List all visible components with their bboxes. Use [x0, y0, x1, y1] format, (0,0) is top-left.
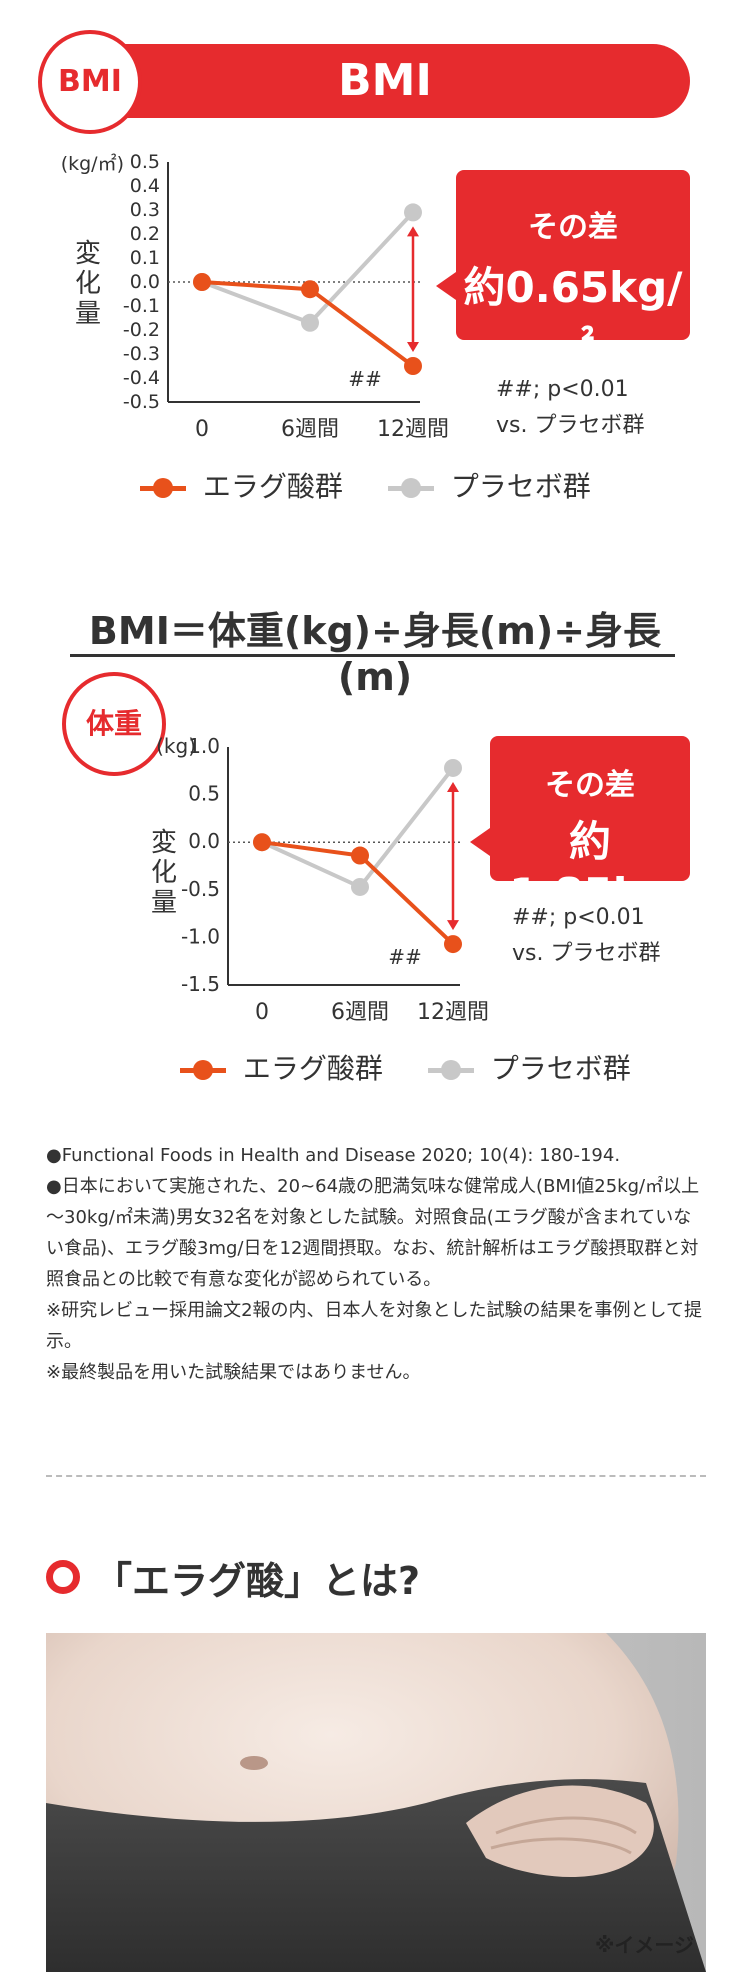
bmi-callout-arrow [436, 272, 456, 300]
bmi-x-tick: 6週間 [281, 417, 339, 442]
placebo-legend-marker-2 [427, 1059, 474, 1080]
bmi-y-unit: (kg/㎡) [61, 152, 124, 175]
ellagic-legend-label-2: エラグ酸群 [242, 1052, 383, 1085]
bmi-significance-mark: ## [348, 367, 382, 391]
placebo-legend-label: プラセボ群 [450, 470, 591, 503]
bmi-legend: エラグ酸群 プラセボ群 [140, 465, 591, 505]
bmi-y-label-char: 変 [75, 239, 101, 269]
weight-y-tick: 0.5 [188, 782, 220, 806]
weight-note-line1: ##; p<0.01 [512, 905, 645, 930]
photo-caption: ※イメージ [594, 1933, 694, 1957]
weight-x-tick: 0 [255, 1000, 269, 1025]
bmi-point-placebo [404, 203, 422, 222]
weight-callout-label: その差 [545, 768, 635, 803]
bmi-header-title: BMI [338, 55, 432, 106]
bmi-arrow-head-down [407, 342, 419, 352]
bmi-chart: 0.50.40.30.20.10.0-0.1-0.2-0.3-0.4-0.5 (k… [61, 151, 449, 442]
bmi-y-tick: 0.0 [130, 271, 160, 293]
bmi-y-tick: 0.5 [130, 151, 160, 173]
weight-y-label-char: 量 [151, 888, 177, 918]
dashed-divider [46, 1475, 706, 1477]
weight-y-tick: -1.0 [181, 924, 220, 948]
weight-callout-arrow [470, 828, 490, 856]
bmi-y-tick: 0.3 [130, 199, 160, 221]
bmi-x-tick: 0 [195, 417, 209, 442]
weight-badge: 体重 [62, 672, 166, 776]
placebo-legend-label-2: プラセボ群 [490, 1052, 631, 1085]
weight-point-ellagic [444, 935, 462, 954]
bmi-point-ellagic [193, 273, 211, 291]
bmi-y-tick: 0.1 [130, 247, 160, 269]
weight-y-label-char: 化 [151, 858, 177, 888]
weight-chart: 1.0 0.5 0.0 -0.5 -1.0 -1.5 (kg) 変化量 0 6週間 12週間 ## [151, 734, 489, 1025]
bmi-formula: BMI＝体重(kg)÷身長(m)÷身長(m) [88, 609, 662, 699]
bmi-callout: その差 約0.65kg/㎡ [456, 170, 690, 373]
placebo-legend-marker [387, 477, 434, 498]
weight-y-tick: 1.0 [188, 734, 220, 758]
weight-point-placebo [351, 877, 369, 896]
weight-y-tick: -0.5 [181, 877, 220, 901]
weight-y-tick: 0.0 [188, 829, 220, 853]
bmi-callout-label: その差 [528, 210, 618, 245]
weight-x-tick: 6週間 [331, 1000, 389, 1025]
reference-item: ●Functional Foods in Health and Disease … [46, 1145, 621, 1166]
weight-y-unit: (kg) [156, 734, 196, 758]
weight-significance-note: ##; p<0.01 vs. プラセボ群 [512, 900, 660, 972]
weight-y-tick: -1.5 [181, 972, 220, 996]
bmi-y-tick: 0.2 [130, 223, 160, 245]
weight-significance-mark: ## [388, 945, 422, 969]
references: ●Functional Foods in Health and Disease … [46, 1140, 706, 1388]
weight-legend: エラグ酸群 プラセボ群 [180, 1047, 631, 1087]
bmi-note-line1: ##; p<0.01 [496, 377, 629, 402]
bmi-x-tick: 12週間 [377, 417, 449, 442]
weight-note-line2: vs. プラセボ群 [512, 941, 661, 966]
bmi-point-ellagic [404, 357, 422, 375]
bmi-significance-note: ##; p<0.01 vs. プラセボ群 [496, 372, 644, 444]
weight-callout: その差 約1.85kg [490, 736, 690, 918]
belly-illustration [46, 1633, 706, 1972]
weight-arrow-head-down [447, 920, 459, 931]
bmi-y-tick: 0.4 [130, 175, 160, 197]
ellagic-legend-label: エラグ酸群 [202, 470, 343, 503]
weight-series-line-placebo [261, 766, 455, 890]
bmi-y-label-char: 量 [75, 299, 101, 329]
belly-photo: ※イメージ [46, 1633, 706, 1972]
bmi-y-tick: -0.1 [123, 295, 160, 317]
reference-item: ※研究レビュー採用論文2報の内、日本人を対象とした試験の結果を事例として提示。 [46, 1300, 702, 1352]
ellagic-legend-marker-2 [180, 1059, 226, 1080]
bmi-point-ellagic [301, 280, 319, 299]
weight-point-placebo [444, 758, 462, 777]
bmi-header-bar [80, 44, 690, 118]
bmi-point-placebo [301, 313, 319, 332]
weight-point-ellagic [253, 833, 271, 852]
section-title: 「エラグ酸」とは? [94, 1559, 421, 1603]
formula-underline [70, 654, 675, 657]
bmi-badge: BMI [38, 30, 142, 134]
bmi-arrow-head-up [407, 226, 419, 237]
bmi-y-tick: -0.2 [123, 319, 160, 341]
bmi-callout-value: 約0.65kg/㎡ [463, 263, 683, 373]
reference-item: ●日本において実施された、20~64歳の肥満気味な健常成人(BMI値25kg/㎡… [46, 1176, 700, 1290]
reference-item: ※最終製品を用いた試験結果ではありません。 [46, 1362, 421, 1383]
bmi-y-tick: -0.4 [123, 367, 160, 389]
bmi-y-tick: -0.3 [123, 343, 160, 365]
weight-point-ellagic [351, 846, 369, 865]
weight-y-label-char: 変 [151, 828, 177, 858]
bmi-y-tick: -0.5 [123, 391, 160, 413]
ellagic-legend-marker [140, 477, 186, 498]
weight-callout-value: 約1.85kg [509, 817, 671, 918]
weight-x-tick: 12週間 [417, 1000, 489, 1025]
circle-bullet-icon [46, 1560, 80, 1594]
bmi-note-line2: vs. プラセボ群 [496, 413, 645, 438]
bmi-series-line-placebo [201, 211, 415, 326]
bmi-y-label-char: 化 [75, 269, 101, 299]
weight-arrow-head-up [447, 781, 459, 792]
